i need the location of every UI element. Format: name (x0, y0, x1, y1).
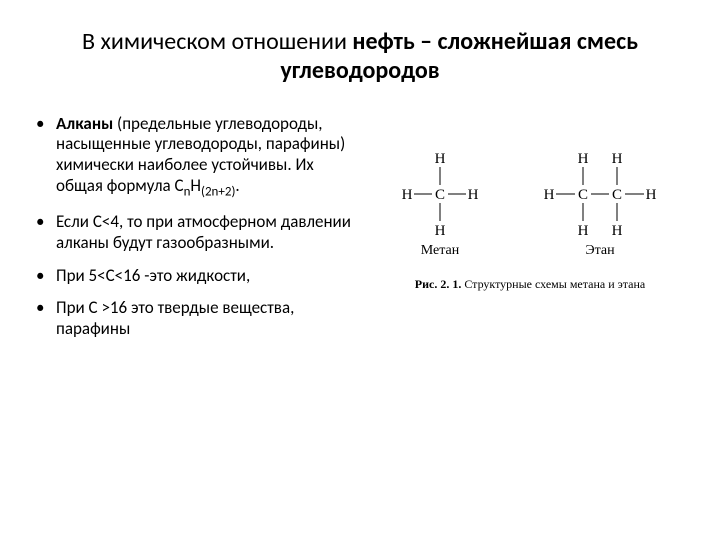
bullet1-mid: H (190, 175, 201, 196)
content-area: Алканы (предельные углеводороды, насыщен… (0, 94, 720, 352)
bullet-alkanes: Алканы (предельные углеводороды, насыщен… (30, 114, 355, 200)
caption-rest: Структурные схемы метана и этана (464, 277, 645, 291)
title-pre: В химическом отношении (82, 27, 352, 56)
bullet1-bold: Алканы (56, 113, 117, 134)
atom-h: H (578, 223, 589, 239)
atom-h: H (544, 187, 555, 203)
methane-label: Метан (421, 243, 459, 259)
atom-h: H (578, 151, 589, 167)
molecule-figures: H H C H H Метан H H H (370, 149, 690, 259)
atom-h: H (435, 151, 446, 167)
bullet1-sub2: (2n+2) (201, 184, 235, 199)
bullet-solid: При C >16 это твердые вещества, парафины (30, 298, 355, 339)
slide-title: В химическом отношении нефть – сложнейша… (0, 0, 720, 94)
atom-h: H (402, 187, 413, 203)
ethane-molecule: H H H C C H H H Этан (535, 149, 665, 259)
figure-caption: Рис. 2. 1. Структурные схемы метана и эт… (370, 277, 690, 292)
ethane-svg: H H H C C H H H (535, 149, 665, 239)
atom-h: H (612, 223, 623, 239)
atom-c: C (435, 187, 445, 203)
bullet-gas: Если C<4, то при атмосферном давлении ал… (30, 212, 355, 253)
bullet1-end: . (235, 175, 239, 196)
atom-h: H (435, 223, 446, 239)
methane-molecule: H H C H H Метан (395, 149, 485, 259)
bullet-list: Алканы (предельные углеводороды, насыщен… (30, 114, 355, 340)
atom-c: C (612, 187, 622, 203)
atom-h: H (468, 187, 479, 203)
atom-h: H (612, 151, 623, 167)
ethane-label: Этан (585, 243, 614, 259)
atom-c: C (578, 187, 588, 203)
methane-svg: H H C H H (395, 149, 485, 239)
atom-h: H (646, 187, 657, 203)
figure-region: H H C H H Метан H H H (370, 114, 690, 352)
bullet-list-region: Алканы (предельные углеводороды, насыщен… (30, 114, 370, 352)
bullet-liquid: При 5<C<16 -это жидкости, (30, 266, 355, 287)
caption-bold: Рис. 2. 1. (415, 277, 465, 291)
